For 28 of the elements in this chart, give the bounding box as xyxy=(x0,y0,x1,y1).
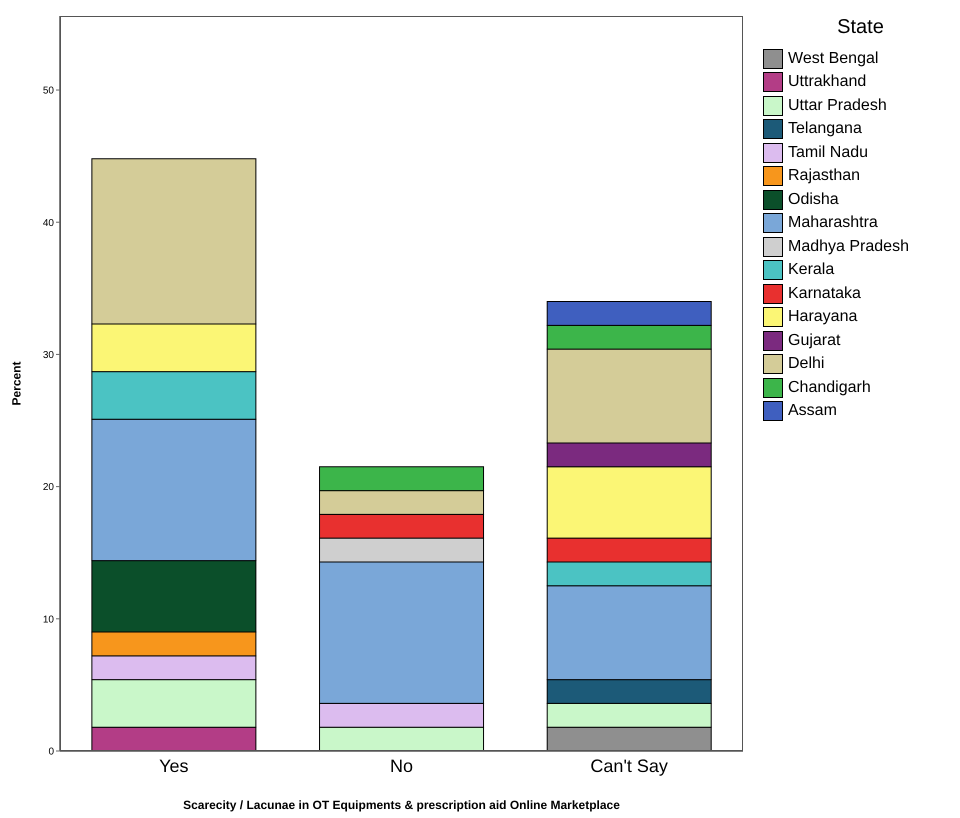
y-tick-label: 40 xyxy=(42,218,54,229)
legend-label: Telangana xyxy=(788,120,862,138)
x-tick-label: Yes xyxy=(159,756,189,776)
legend-label: West Bengal xyxy=(788,50,878,68)
legend-label: Delhi xyxy=(788,355,824,374)
legend-label: Uttrakhand xyxy=(788,73,866,92)
legend-title: State xyxy=(836,16,885,39)
legend-label: Karnataka xyxy=(788,284,861,303)
y-tick-label: 0 xyxy=(48,746,54,758)
legend-label: Assam xyxy=(788,402,837,420)
y-axis-title: Percent xyxy=(9,361,24,406)
legend-label: Uttar Pradesh xyxy=(788,96,887,115)
legend-label: Tamil Nadu xyxy=(788,144,868,162)
y-tick-label: 10 xyxy=(42,614,54,626)
legend-label: Kerala xyxy=(788,261,834,280)
legend-label: Maharashtra xyxy=(788,214,878,232)
legend-label: Madhya Pradesh xyxy=(788,238,909,256)
legend-label: Odisha xyxy=(788,190,839,209)
x-axis-title: Scarecity / Lacunae in OT Equipments & prescription aid Online Marketplace xyxy=(183,798,620,812)
y-tick-label: 30 xyxy=(42,350,54,361)
y-tick-label: 20 xyxy=(42,482,54,494)
legend-label: Harayana xyxy=(788,308,858,326)
legend-label: Chandigarh xyxy=(788,378,871,397)
y-tick-label: 50 xyxy=(42,86,54,97)
x-tick-label: Can't Say xyxy=(590,756,668,776)
legend-label: Gujarat xyxy=(788,332,840,350)
x-tick-label: No xyxy=(390,756,414,776)
legend-label: Rajasthan xyxy=(788,167,860,186)
